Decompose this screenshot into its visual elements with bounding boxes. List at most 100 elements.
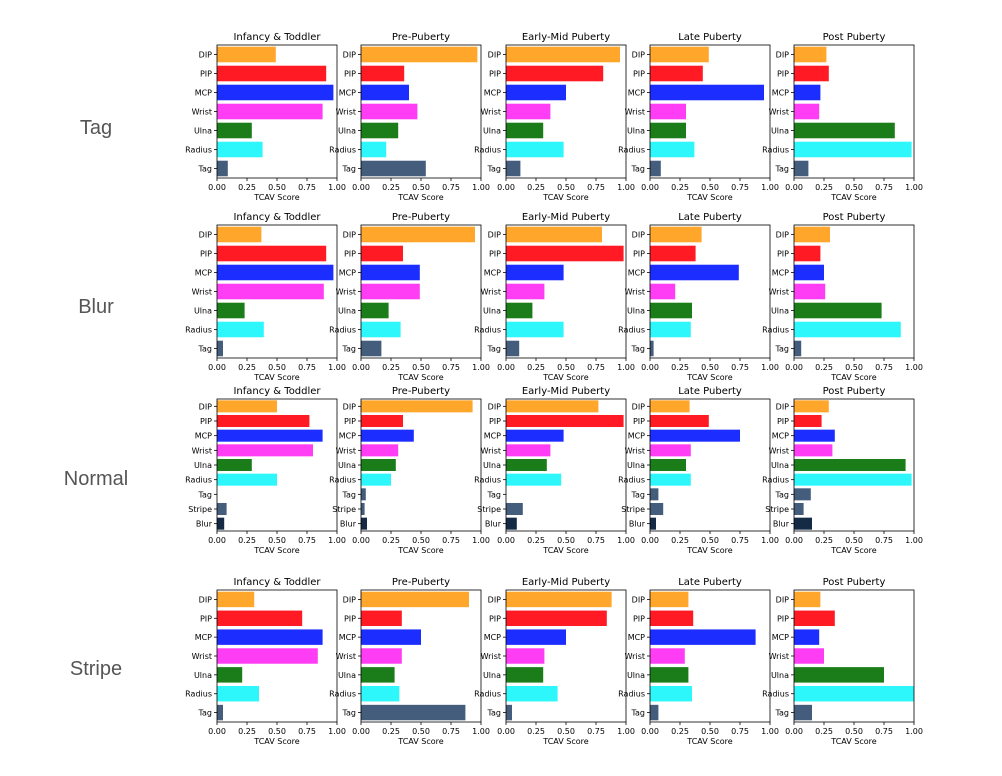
bar-dip [506,226,602,243]
x-axis-label: TCAV Score [542,546,588,555]
x-tick-label: 0.25 [238,727,256,736]
x-tick-label: 0.00 [641,183,659,192]
y-tick-label: Radius [329,690,356,699]
bar-ulna [650,302,692,319]
panel-tag-pre-puberty: Pre-Puberty DIP PIP MCP Wrist Ulna Radius Tag 0.… [329,32,490,202]
x-tick-label: 0.75 [587,183,605,192]
panel-tag-early-mid-puberty: Early-Mid Puberty DIP PIP MCP Wrist Ulna Radiu… [474,32,635,202]
y-tick-label: Ulna [194,461,212,470]
bar-mcp [794,429,835,442]
y-tick-label: Wrist [336,288,356,297]
y-tick-label: MCP [195,432,212,441]
y-tick-label: Wrist [625,108,645,117]
bar-wrist [794,103,820,120]
bar-dip [217,46,276,63]
row-label-blur: Blur [78,296,114,318]
x-tick-label: 0.25 [671,536,689,545]
y-tick-label: Stripe [332,505,356,514]
x-tick-label: 0.75 [875,363,893,372]
x-tick-label: 0.50 [412,183,430,192]
y-tick-label: PIP [200,417,212,426]
x-tick-label: 0.75 [731,363,749,372]
y-tick-label: PIP [200,614,212,623]
y-tick-label: MCP [195,269,212,278]
x-tick-label: 0.75 [442,727,460,736]
x-tick-label: 0.00 [641,363,659,372]
x-tick-label: 1.00 [617,536,635,545]
y-tick-label: Tag [486,345,501,354]
y-tick-label: Ulna [483,461,501,470]
panel-blur-post-puberty: Post Puberty DIP PIP MCP Wrist Ulna Radius Tag 0… [762,212,923,382]
y-tick-label: Tag [197,709,212,718]
y-tick-label: PIP [344,614,356,623]
bar-pip [650,610,694,627]
x-axis-label: TCAV Score [397,193,443,202]
x-tick-label: 0.25 [527,536,545,545]
bar-tag [650,160,661,177]
bar-tag [650,704,659,721]
x-tick-label: 0.25 [815,536,833,545]
x-tick-label: 0.50 [412,727,430,736]
bar-wrist [361,648,402,664]
x-tick-label: 0.50 [701,183,719,192]
panel-title: Post Puberty [823,386,886,397]
x-tick-label: 0.75 [442,363,460,372]
bar-radius [217,321,264,338]
bar-ulna [794,667,884,683]
y-tick-label: DIP [343,402,357,411]
bar-radius [217,685,259,702]
y-tick-label: Wrist [192,446,212,455]
y-tick-label: Blur [485,520,502,529]
y-tick-label: Ulna [483,671,501,680]
y-tick-label: PIP [777,417,789,426]
x-tick-label: 0.00 [497,536,515,545]
y-tick-label: Ulna [627,671,645,680]
x-tick-label: 0.50 [268,536,286,545]
x-tick-label: 0.25 [527,727,545,736]
bar-radius [506,321,564,338]
bar-pip [217,245,327,262]
y-tick-label: MCP [195,89,212,98]
panel-stripe-post-puberty: Post Puberty DIP PIP MCP Wrist Ulna Radius Tag 0… [762,577,923,746]
x-tick-label: 0.50 [268,183,286,192]
y-tick-label: Wrist [192,108,212,117]
bar-ulna [794,302,882,319]
bar-pip [650,414,709,428]
bar-dip [361,226,475,243]
y-tick-label: Wrist [769,288,789,297]
x-tick-label: 0.00 [785,727,803,736]
x-tick-label: 0.25 [238,363,256,372]
panel-title: Pre-Puberty [392,386,450,397]
bar-pip [217,610,303,627]
y-tick-label: DIP [199,51,213,60]
x-tick-label: 1.00 [472,363,490,372]
y-tick-label: Wrist [336,446,356,455]
x-tick-label: 1.00 [328,363,346,372]
y-tick-label: MCP [628,432,645,441]
bar-wrist [217,283,324,300]
y-tick-label: MCP [339,89,356,98]
bar-blur [361,517,367,530]
panel-title: Post Puberty [823,212,886,223]
y-tick-label: Tag [630,709,645,718]
y-tick-label: Ulna [627,307,645,316]
x-tick-label: 0.00 [352,183,370,192]
y-tick-label: Radius [762,476,789,485]
x-tick-label: 0.75 [442,183,460,192]
y-tick-label: DIP [632,51,646,60]
bar-pip [794,414,822,428]
x-axis-label: TCAV Score [253,373,299,382]
bar-ulna [794,458,906,472]
y-tick-label: Radius [185,690,212,699]
y-tick-label: PIP [344,70,356,79]
y-tick-label: Ulna [194,127,212,136]
panel-title: Early-Mid Puberty [522,212,610,223]
bar-ulna [506,122,544,139]
bar-wrist [650,444,691,457]
x-axis-label: TCAV Score [686,737,732,746]
bar-ulna [217,302,245,319]
bar-pip [506,610,607,627]
y-tick-label: MCP [772,633,789,642]
bar-mcp [794,264,824,281]
y-tick-label: Stripe [188,505,212,514]
